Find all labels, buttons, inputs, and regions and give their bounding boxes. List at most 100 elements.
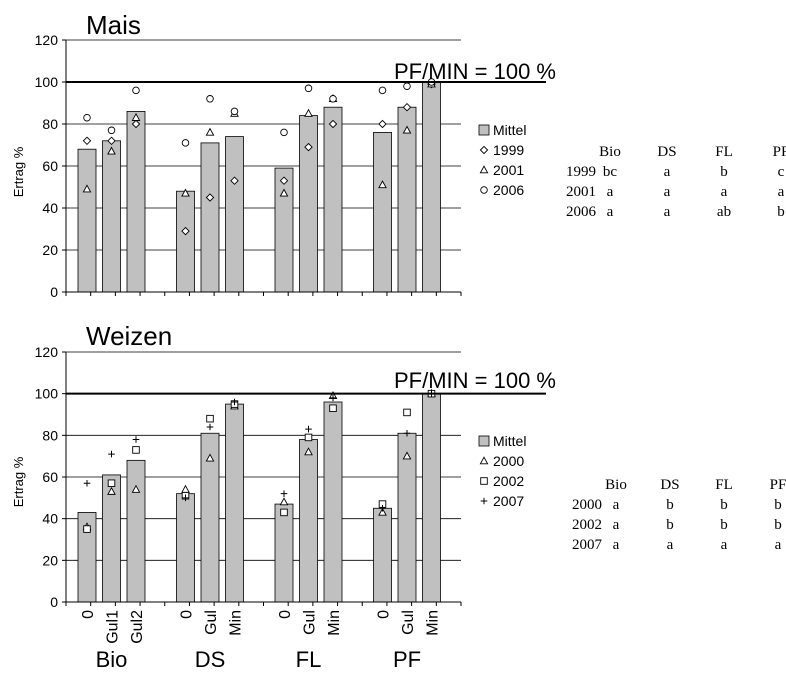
bar [200, 142, 220, 293]
y-tick-label: 0 [50, 284, 58, 300]
circle-marker [304, 84, 313, 93]
bar [77, 148, 97, 293]
y-tick-label: 40 [42, 200, 58, 216]
legend-label: Mittel [493, 433, 526, 449]
triangle-marker [279, 188, 289, 197]
legend-label: 2007 [493, 493, 524, 509]
table-cell: a [667, 537, 674, 553]
x-category-label: Gul [400, 610, 417, 635]
square-marker [304, 433, 313, 442]
y-tick-label: 120 [35, 32, 59, 48]
bar [225, 403, 244, 603]
x-category-label: 0 [179, 610, 196, 619]
triangle-marker [402, 451, 412, 460]
y-tick-label: 80 [42, 427, 58, 443]
x-category-label: Gul2 [129, 610, 146, 644]
table-cell: b [666, 497, 674, 513]
diamond-marker [82, 136, 92, 146]
legend-label: 1999 [493, 142, 524, 158]
y-tick-label: 100 [35, 74, 59, 90]
diamond-marker [304, 142, 313, 152]
table-row-label: 2000 [572, 497, 602, 513]
legend-label: 2002 [493, 473, 524, 489]
x-category-label: Gul [203, 610, 220, 635]
triangle-marker [82, 184, 92, 193]
square-marker [329, 404, 337, 413]
table-column-header: FL [715, 144, 733, 160]
table-column-header: DS [657, 144, 676, 160]
legend-bar-swatch [478, 124, 490, 136]
table-row-label: 2006 [566, 204, 597, 220]
diamond-marker [131, 119, 141, 129]
table-cell: a [775, 537, 782, 553]
bar [422, 81, 441, 293]
chart-weizen: Weizen Ertrag % 0 20 40 60 80 100 120 PF/MIN =… [11, 321, 786, 672]
table-cell: ab [717, 204, 731, 220]
square-marker [280, 508, 288, 517]
table-column-header: FL [715, 477, 733, 493]
diamond-marker [230, 176, 239, 185]
x-group-label: Bio [96, 647, 128, 672]
legend: Mittel 1999 2001 2006 [478, 122, 526, 198]
table-column-header: PF [773, 144, 786, 160]
plus-marker [329, 394, 337, 402]
diamond-marker [378, 119, 387, 129]
table-row-label: 2002 [572, 517, 602, 533]
table-column-header: Bio [599, 144, 621, 160]
plus-marker [206, 423, 214, 431]
table-cell: a [721, 537, 728, 553]
bar [422, 393, 441, 603]
bar [323, 401, 343, 603]
circle-marker [280, 128, 288, 137]
x-category-label: 0 [376, 610, 393, 619]
table-cell: c [778, 164, 785, 180]
triangle-marker [304, 108, 313, 117]
plus-marker [280, 490, 288, 497]
reference-label: PF/MIN = 100 % [394, 368, 556, 393]
bar [274, 167, 294, 293]
triangle-marker [304, 447, 313, 456]
x-category-label: Gul [302, 610, 319, 635]
bars [77, 81, 441, 293]
table-cell: a [664, 164, 671, 180]
x-category-label: 0 [80, 610, 97, 619]
diamond-marker [205, 193, 215, 202]
table-cell: a [664, 204, 671, 220]
y-tick-label: 60 [42, 469, 58, 485]
table-cell: b [720, 497, 728, 513]
triangle-marker [378, 507, 387, 516]
x-group-label: DS [195, 647, 226, 672]
triangle-marker [181, 484, 190, 493]
plus-marker [132, 436, 140, 443]
circle-marker [329, 95, 337, 103]
legend-label: 2000 [493, 453, 524, 469]
y-tick-label: 120 [35, 344, 59, 360]
plus-marker [182, 494, 189, 502]
triangle-marker [378, 180, 387, 189]
table-row-label: 1999 [566, 164, 596, 180]
y-tick-label: 60 [42, 158, 58, 174]
x-category-label: Gul1 [105, 610, 122, 644]
table-cell: a [613, 517, 620, 533]
bar [373, 507, 392, 603]
reference-label: PF/MIN = 100 % [394, 59, 556, 84]
square-marker [403, 408, 411, 417]
plus-marker [231, 398, 238, 406]
diamond-marker [107, 136, 116, 146]
y-axis-label: Ertrag % [11, 146, 26, 197]
table-cell: a [613, 497, 620, 513]
plus-marker [379, 504, 386, 512]
circle-marker [132, 86, 140, 95]
legend-plus-marker [480, 497, 488, 505]
table-row-label: 2001 [566, 184, 596, 200]
triangle-marker [181, 188, 190, 197]
bar [176, 190, 195, 293]
y-tick-label: 100 [35, 386, 59, 402]
legend-bar-swatch [478, 435, 490, 447]
triangle-marker [279, 497, 289, 506]
x-category-label: Min [228, 610, 245, 636]
bar [274, 503, 294, 603]
circle-marker [181, 139, 190, 147]
